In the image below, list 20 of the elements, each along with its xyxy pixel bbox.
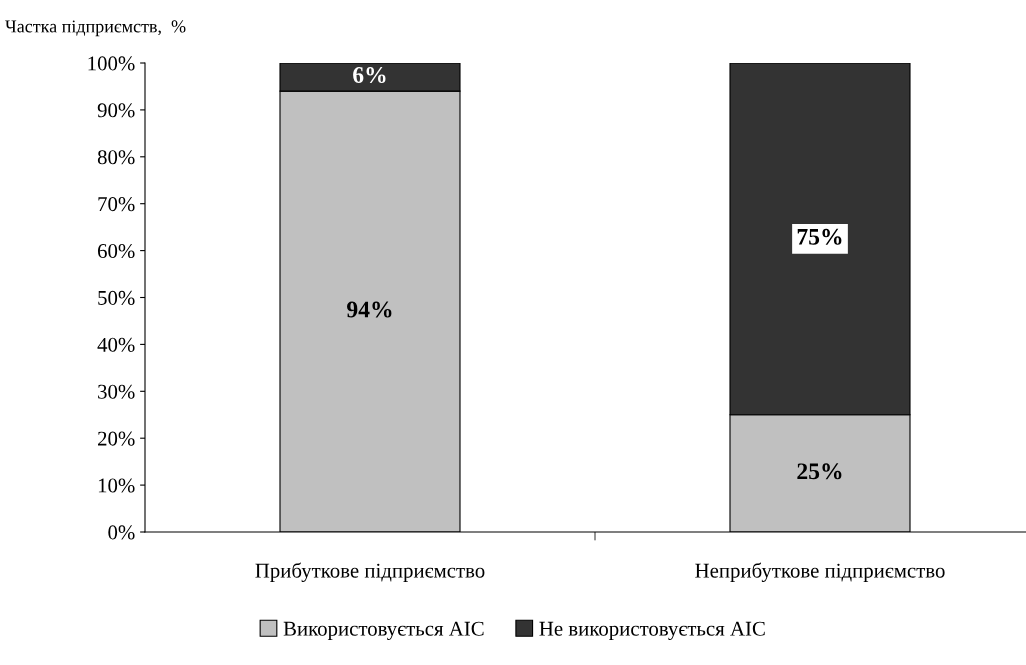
y-tick-label: 40% xyxy=(97,337,135,352)
legend-label: Не використовується АІС xyxy=(539,621,765,640)
y-tick-label: 80% xyxy=(97,150,135,165)
data-label: 25% xyxy=(797,463,842,480)
data-label: 75% xyxy=(797,228,842,245)
x-tick-label: Неприбуткове підприємство xyxy=(695,562,945,582)
y-tick-label: 50% xyxy=(98,290,135,305)
y-tick-label: 60% xyxy=(97,243,135,259)
data-label: 6% xyxy=(353,67,386,84)
y-tick-label: 90% xyxy=(97,103,135,118)
y-tick-label: 30% xyxy=(98,384,135,399)
y-tick-label: 20% xyxy=(98,431,135,446)
y-tick-label: 10% xyxy=(98,478,135,493)
y-axis-title: Частка підприємств, % xyxy=(5,20,186,37)
x-tick-label: Прибуткове підприємство xyxy=(255,562,485,582)
y-tick-label: 0% xyxy=(108,525,135,540)
y-tick-label: 70% xyxy=(98,197,135,212)
data-label: 94% xyxy=(347,301,392,318)
y-tick-label: 100% xyxy=(88,56,135,71)
legend-label: Використовується АІС xyxy=(283,621,484,640)
